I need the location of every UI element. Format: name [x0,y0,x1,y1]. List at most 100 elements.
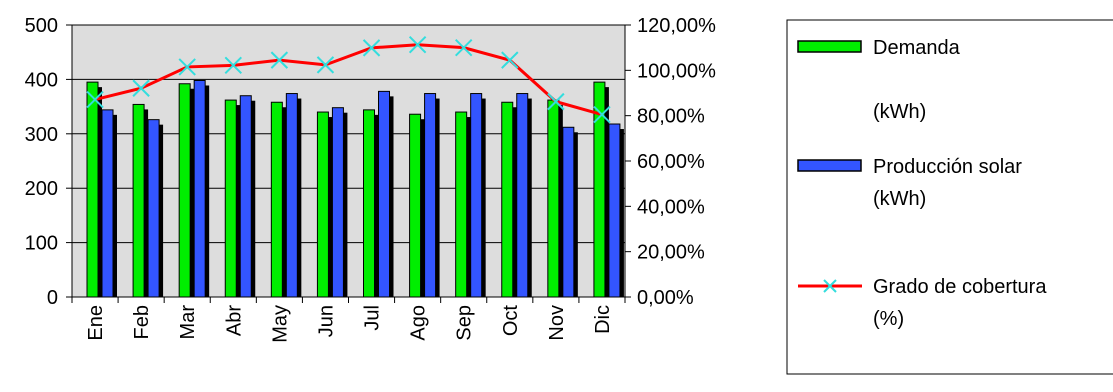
bar-shadow [512,107,517,297]
y-left-tick-label: 0 [47,287,58,309]
y-left-tick-label: 200 [25,178,58,200]
bar-produccion-jun [331,107,344,298]
legend-label: (kWh) [873,101,926,123]
legend-label: Producción solar [873,156,1022,178]
legend-marker [823,279,837,293]
y-right-tick-label: 20,00% [637,242,705,264]
x-tick-label: Ago [408,305,430,341]
bar-shadow [527,98,532,297]
bar-demanda-ago [409,113,422,298]
y-right-tick-label: 40,00% [637,196,705,218]
bar-shadow [604,87,609,298]
bar-demanda-sep [455,111,468,298]
x-tick-label: Sep [454,305,476,341]
bar-shadow [297,98,302,297]
plot-area [72,24,625,298]
y-left-tick-label: 300 [25,124,58,146]
line-marker-ago [408,36,427,54]
bar-shadow [420,119,425,297]
bar-demanda-jul [363,109,375,298]
bar-demanda-may [270,101,283,298]
bar-shadow [481,98,486,297]
bar-shadow [573,132,578,297]
x-axis: Ene Feb Mar Abr May Jun Jul Ago Sep Oct Nov Dic [71,296,626,343]
bar-produccion-nov [562,126,575,298]
legend-entry-grado-de-cobertura: Grado de cobertura (%) [798,276,1047,330]
legend: Demanda (kWh) Producción solar (kWh) Grado d… [786,19,1113,375]
bar-produccion-abr [239,95,252,298]
bar-shadow [328,117,333,297]
x-tick-label: Feb [131,305,153,339]
bar-shadow [236,105,241,298]
bar-produccion-ene [101,109,114,298]
line-marker-nov [547,92,565,111]
bar-demanda-oct [501,101,514,298]
bar-shadow [205,85,210,297]
bar-produccion-mar [193,79,206,298]
bar-produccion-jul [378,90,390,298]
line-marker-may [270,51,289,69]
line-marker-ene [86,90,104,109]
y-right-tick-label: 120,00% [637,15,716,37]
bar-demanda-ene [86,81,99,298]
y-right-tick-label: 100,00% [637,60,716,82]
bar-shadow [190,88,195,297]
y-right-tick-label: 60,00% [637,151,705,173]
bar-produccion-oct [516,93,529,298]
bar-shadow [98,87,102,298]
y-axis-right: 0,00% 20,00% 40,00% 60,00% 80,00% 100,00% 120,… [624,15,716,309]
bar-demanda-nov [547,99,560,298]
bar-shadow [435,98,440,297]
line-marker-abr [224,56,242,75]
bar-shadow [251,100,256,297]
y-axis-left: 0 100 200 300 400 500 [25,15,73,309]
bar-shadow [466,117,471,297]
bar-demanda-mar [178,83,191,298]
x-tick-label: Jun [315,305,337,337]
legend-label: Demanda [873,37,961,59]
line-marker-dic [593,105,611,124]
x-tick-label: Ene [85,305,107,341]
legend-swatch [797,40,862,53]
bar-shadow [282,107,287,297]
bar-produccion-dic [608,123,621,298]
legend-entry-demanda: Demanda (kWh) [797,37,961,123]
y-left-tick-label: 100 [25,233,58,255]
x-tick-label: Mar [177,305,199,340]
x-tick-label: Oct [500,305,522,337]
x-tick-label: Abr [223,305,245,336]
legend-box [786,19,1113,375]
bar-produccion-may [285,93,298,298]
bar-produccion-feb [147,119,160,298]
bar-shadow [619,129,624,297]
line-marker-oct [501,51,519,69]
bar-demanda-feb [132,103,145,298]
bar-produccion-ago [424,93,437,298]
x-tick-label: Nov [546,305,568,341]
y-left-tick-label: 500 [25,15,58,37]
bar-shadow [159,124,164,297]
line-marker-sep [455,38,473,57]
x-tick-label: May [269,305,291,343]
bar-shadow [113,114,117,297]
bar-demanda-abr [224,99,237,298]
legend-entry-produccion-solar: Producción solar (kWh) [797,156,1022,210]
bar-demanda-jun [316,111,329,298]
bar-shadow [144,109,149,297]
y-right-tick-label: 80,00% [637,106,705,128]
legend-swatch [797,159,862,172]
line-marker-jul [362,39,381,57]
plot-background [72,25,625,297]
bar-produccion-sep [470,93,483,298]
bar-shadow [558,105,563,298]
bar-shadow [389,96,394,297]
line-marker-mar [178,58,196,76]
line-marker-jun [316,56,335,74]
bar-shadow [343,112,348,297]
y-right-tick-label: 0,00% [637,287,694,309]
y-left-tick-label: 400 [25,69,58,91]
legend-label: (%) [873,308,904,330]
line-marker-feb [132,79,150,97]
legend-label: (kWh) [873,188,926,210]
